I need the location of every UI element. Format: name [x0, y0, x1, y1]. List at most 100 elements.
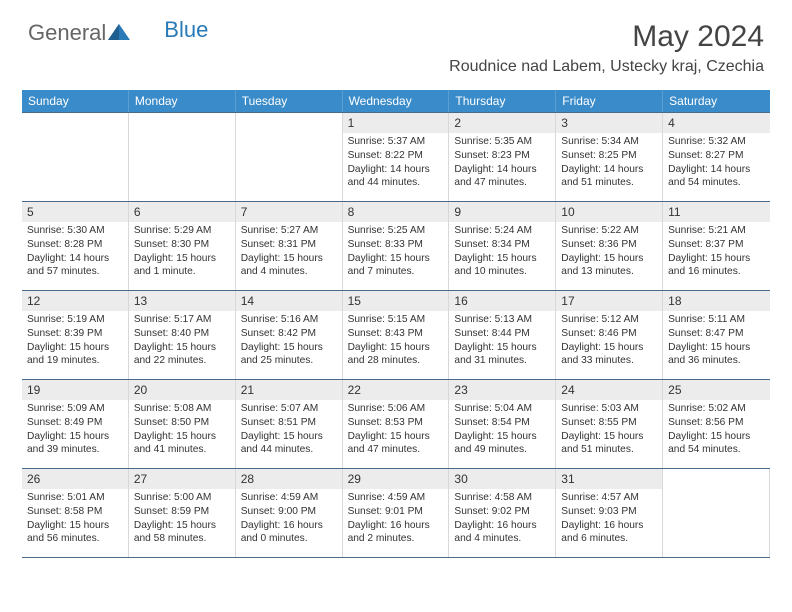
day-detail-line: Sunrise: 5:35 AM — [454, 135, 550, 149]
day-number: 16 — [449, 291, 555, 311]
day-cell: 27Sunrise: 5:00 AMSunset: 8:59 PMDayligh… — [129, 469, 236, 557]
day-detail-line: Sunrise: 5:15 AM — [348, 313, 444, 327]
day-number: 31 — [556, 469, 662, 489]
day-cell: 29Sunrise: 4:59 AMSunset: 9:01 PMDayligh… — [343, 469, 450, 557]
day-detail-line: and 25 minutes. — [241, 354, 337, 368]
day-number: 12 — [22, 291, 128, 311]
day-detail-line: and 10 minutes. — [454, 265, 550, 279]
day-detail-line: and 54 minutes. — [668, 176, 765, 190]
day-cell: 1Sunrise: 5:37 AMSunset: 8:22 PMDaylight… — [343, 113, 450, 201]
empty-day-cell — [22, 113, 129, 201]
empty-day-cell — [663, 469, 770, 557]
logo-text-blue: Blue — [164, 17, 208, 43]
day-detail-line: Daylight: 15 hours — [27, 430, 123, 444]
day-cell: 22Sunrise: 5:06 AMSunset: 8:53 PMDayligh… — [343, 380, 450, 468]
empty-day-cell — [236, 113, 343, 201]
day-detail-line: Daylight: 15 hours — [668, 341, 765, 355]
weekday-label: Tuesday — [236, 90, 343, 112]
day-detail-line: Sunset: 8:47 PM — [668, 327, 765, 341]
day-detail-line: Daylight: 15 hours — [561, 341, 657, 355]
day-detail-line: Sunset: 8:58 PM — [27, 505, 123, 519]
day-cell: 10Sunrise: 5:22 AMSunset: 8:36 PMDayligh… — [556, 202, 663, 290]
day-detail-line: and 44 minutes. — [241, 443, 337, 457]
day-number: 27 — [129, 469, 235, 489]
day-detail-line: Daylight: 14 hours — [454, 163, 550, 177]
day-cell: 7Sunrise: 5:27 AMSunset: 8:31 PMDaylight… — [236, 202, 343, 290]
day-detail-line: and 1 minute. — [134, 265, 230, 279]
day-detail-line: Sunrise: 4:57 AM — [561, 491, 657, 505]
day-detail-line: and 7 minutes. — [348, 265, 444, 279]
day-detail-line: Sunrise: 4:59 AM — [241, 491, 337, 505]
day-detail-line: Sunrise: 5:13 AM — [454, 313, 550, 327]
day-detail-line: Sunset: 8:31 PM — [241, 238, 337, 252]
day-detail-line: Sunset: 8:50 PM — [134, 416, 230, 430]
day-detail-line: Sunrise: 5:22 AM — [561, 224, 657, 238]
day-cell: 16Sunrise: 5:13 AMSunset: 8:44 PMDayligh… — [449, 291, 556, 379]
day-detail-line: Sunrise: 5:37 AM — [348, 135, 444, 149]
weeks-container: 1Sunrise: 5:37 AMSunset: 8:22 PMDaylight… — [22, 112, 770, 558]
day-number: 20 — [129, 380, 235, 400]
day-detail-line: Daylight: 15 hours — [134, 519, 230, 533]
title-block: May 2024 Roudnice nad Labem, Ustecky kra… — [449, 20, 764, 76]
day-detail-line: Daylight: 16 hours — [348, 519, 444, 533]
day-detail-line: and 33 minutes. — [561, 354, 657, 368]
day-number: 4 — [663, 113, 770, 133]
day-detail-line: and 0 minutes. — [241, 532, 337, 546]
day-detail-line: Sunset: 8:25 PM — [561, 149, 657, 163]
day-cell: 9Sunrise: 5:24 AMSunset: 8:34 PMDaylight… — [449, 202, 556, 290]
day-detail-line: Sunrise: 5:04 AM — [454, 402, 550, 416]
day-detail-line: and 31 minutes. — [454, 354, 550, 368]
day-number: 23 — [449, 380, 555, 400]
day-number: 22 — [343, 380, 449, 400]
day-detail-line: Daylight: 15 hours — [134, 430, 230, 444]
day-detail-line: Daylight: 15 hours — [668, 252, 765, 266]
day-detail-line: Daylight: 16 hours — [241, 519, 337, 533]
day-detail-line: Daylight: 16 hours — [454, 519, 550, 533]
day-number: 28 — [236, 469, 342, 489]
day-cell: 21Sunrise: 5:07 AMSunset: 8:51 PMDayligh… — [236, 380, 343, 468]
day-detail-line: Sunset: 8:59 PM — [134, 505, 230, 519]
day-cell: 17Sunrise: 5:12 AMSunset: 8:46 PMDayligh… — [556, 291, 663, 379]
day-detail-line: Sunset: 8:39 PM — [27, 327, 123, 341]
day-detail-line: Sunset: 8:43 PM — [348, 327, 444, 341]
day-detail-line: Daylight: 15 hours — [134, 252, 230, 266]
day-detail-line: Sunrise: 5:34 AM — [561, 135, 657, 149]
day-detail-line: Daylight: 15 hours — [454, 430, 550, 444]
day-cell: 30Sunrise: 4:58 AMSunset: 9:02 PMDayligh… — [449, 469, 556, 557]
day-detail-line: Daylight: 16 hours — [561, 519, 657, 533]
day-detail-line: Sunrise: 5:25 AM — [348, 224, 444, 238]
day-cell: 20Sunrise: 5:08 AMSunset: 8:50 PMDayligh… — [129, 380, 236, 468]
day-detail-line: and 13 minutes. — [561, 265, 657, 279]
day-detail-line: and 56 minutes. — [27, 532, 123, 546]
day-cell: 8Sunrise: 5:25 AMSunset: 8:33 PMDaylight… — [343, 202, 450, 290]
month-title: May 2024 — [449, 20, 764, 54]
day-detail-line: Daylight: 15 hours — [454, 252, 550, 266]
day-detail-line: Sunrise: 5:07 AM — [241, 402, 337, 416]
day-number: 2 — [449, 113, 555, 133]
day-cell: 24Sunrise: 5:03 AMSunset: 8:55 PMDayligh… — [556, 380, 663, 468]
day-detail-line: Daylight: 15 hours — [454, 341, 550, 355]
day-detail-line: Sunrise: 5:02 AM — [668, 402, 765, 416]
day-number: 9 — [449, 202, 555, 222]
day-detail-line: Daylight: 15 hours — [561, 252, 657, 266]
week-row: 5Sunrise: 5:30 AMSunset: 8:28 PMDaylight… — [22, 202, 770, 291]
day-detail-line: Sunset: 8:49 PM — [27, 416, 123, 430]
day-number: 18 — [663, 291, 770, 311]
day-detail-line: Sunset: 8:55 PM — [561, 416, 657, 430]
day-number: 19 — [22, 380, 128, 400]
day-detail-line: Daylight: 15 hours — [348, 341, 444, 355]
weekday-label: Monday — [129, 90, 236, 112]
day-cell: 14Sunrise: 5:16 AMSunset: 8:42 PMDayligh… — [236, 291, 343, 379]
day-detail-line: Sunset: 8:23 PM — [454, 149, 550, 163]
day-detail-line: and 54 minutes. — [668, 443, 765, 457]
day-cell: 12Sunrise: 5:19 AMSunset: 8:39 PMDayligh… — [22, 291, 129, 379]
day-detail-line: Sunrise: 5:09 AM — [27, 402, 123, 416]
day-detail-line: and 47 minutes. — [348, 443, 444, 457]
day-detail-line: Daylight: 15 hours — [241, 430, 337, 444]
day-detail-line: and 47 minutes. — [454, 176, 550, 190]
day-detail-line: Sunset: 8:42 PM — [241, 327, 337, 341]
day-detail-line: Daylight: 15 hours — [27, 519, 123, 533]
day-detail-line: Daylight: 15 hours — [27, 341, 123, 355]
day-number: 21 — [236, 380, 342, 400]
day-detail-line: and 2 minutes. — [348, 532, 444, 546]
